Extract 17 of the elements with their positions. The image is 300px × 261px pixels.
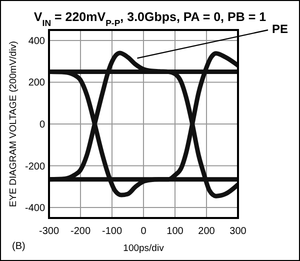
x-tick-label: 100 <box>166 226 184 237</box>
chart-title: V$_{IN}$ = 220mV$_{P-P}$, 3.0Gbps, PA = 0, PB = 1 <box>34 10 266 28</box>
x-tick-label: -200 <box>70 226 91 237</box>
x-axis-title: 100ps/div <box>123 243 164 254</box>
x-tick-label: 0 <box>140 226 147 237</box>
y-tick-label: 0 <box>39 120 46 130</box>
y-tick-label: 200 <box>28 78 46 89</box>
y-axis-title: EYE DIAGRAM VOLTAGE (200mV/div) <box>8 41 19 207</box>
annotation: PE <box>272 22 288 36</box>
y-tick-label: -400 <box>24 203 46 214</box>
text: (B) <box>12 241 26 252</box>
y-tick-label: 400 <box>28 36 46 47</box>
y-tick-label: -200 <box>24 161 46 172</box>
x-tick-label: -300 <box>38 226 60 237</box>
x-tick-label: 300 <box>230 226 247 237</box>
x-tick-label: 200 <box>198 226 216 237</box>
x-tick-label: -100 <box>102 226 122 237</box>
